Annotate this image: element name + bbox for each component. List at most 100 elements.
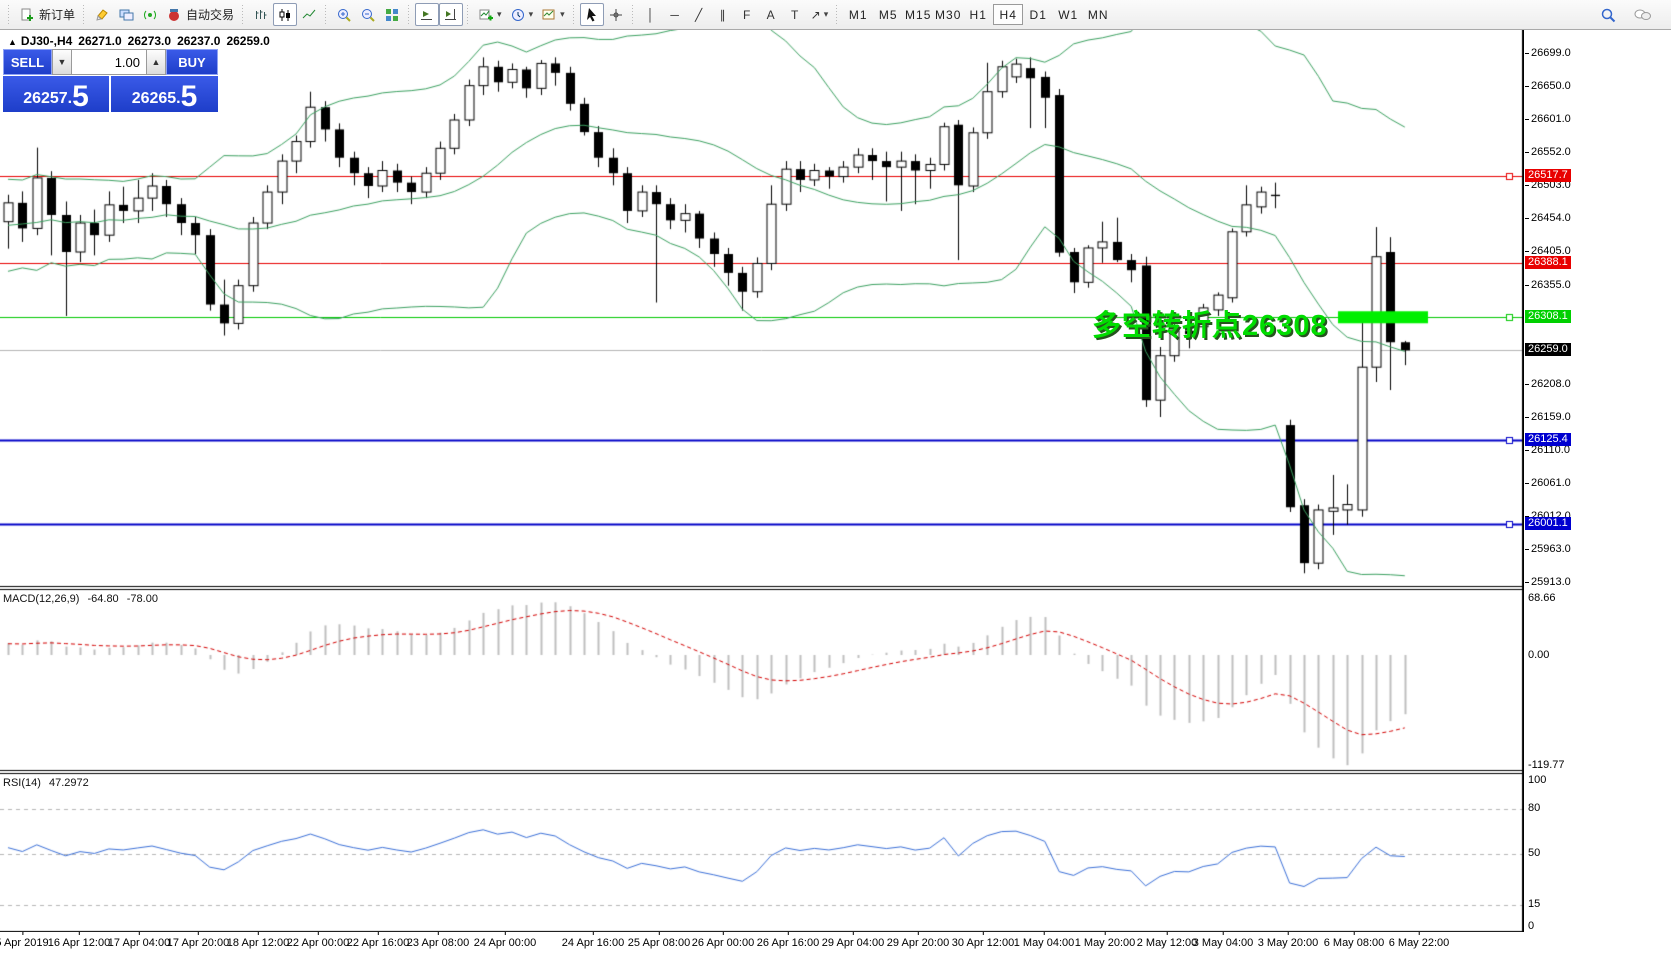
autotrading-button[interactable]: 自动交易 [162,3,238,26]
zoom-in-button[interactable] [332,3,356,26]
horizontal-line-button[interactable]: ─ [663,3,687,26]
zoom-out-button[interactable] [356,3,380,26]
periods-icon [510,7,526,23]
sell-price[interactable]: 26257. 5 [3,76,109,112]
time-axis-label: 3 May 04:00 [1192,932,1254,949]
arrows-button[interactable]: ↗ ▾ [807,3,833,26]
price-axis-tick: 25913.0 [1525,576,1571,589]
crosshair-icon [608,7,624,23]
label-icon: T [790,7,799,22]
open-value: 26271.0 [78,34,122,48]
price-axis-tick: 26601.0 [1525,113,1571,125]
chat-icon [1633,6,1653,24]
history-screens-icon[interactable] [114,3,138,26]
time-axis-label: 17 Apr 20:00 [166,932,230,949]
timeframe-m30-button[interactable]: M30 [935,7,962,22]
sell-button[interactable]: SELL [3,49,52,75]
timeframe-d1-button[interactable]: D1 [1029,7,1047,22]
price-axis-tick: 26110.0 [1525,443,1570,456]
price-axis[interactable]: 26699.0 26650.0 26601.0 26552.0 26503.0 26454… [1523,30,1671,932]
cursor-button[interactable] [579,3,604,26]
time-axis[interactable]: 5 Apr 2019 16 Apr 12:00 17 Apr 04:00 17 Apr… [0,932,1671,953]
new-order-button[interactable]: 新订单 [15,3,79,26]
time-axis-label: 24 Apr 00:00 [473,932,537,949]
toolbar-separator [323,4,329,25]
collapse-icon[interactable]: ▲ [8,37,17,47]
text-button[interactable]: A [759,3,783,26]
price-axis-tick: 26552.0 [1525,146,1571,158]
symbol-period-label: DJ30-,H4 [20,34,73,48]
price-axis-tick: 26650.0 [1525,80,1571,92]
volume-up-button[interactable]: ▲ [146,49,166,75]
volume-input[interactable] [72,49,146,75]
timeframe-m15-button[interactable]: M15 [905,7,932,22]
dropdown-caret-icon[interactable]: ▾ [560,9,565,19]
toolbar: 新订单 自动交易 ▾ ▾ ▾ │ ─ ╱ ∥ F A T ↗ ▾ M1 M5 M15 M30 H1 H4 D1 W1 MN [0,0,1671,30]
high-value: 26273.0 [127,34,172,48]
bar-chart-button[interactable] [249,3,273,26]
fibonacci-icon: F [742,7,751,22]
one-click-trading-panel: SELL ▼ ▲ BUY 26257.5 26265.5 [3,49,218,112]
timeframe-h4-button[interactable]: H4 [993,4,1024,25]
buy-price-last-digit: 5 [180,80,198,113]
new-order-button-label: 新订单 [39,8,76,22]
autotrading-icon [166,7,182,23]
time-axis-label: 3 May 20:00 [1257,932,1319,949]
toolbar-separator [465,4,471,25]
chart-window: ▲ DJ30-,H4 26271.0 26273.0 26237.0 26259.0 SE… [0,30,1671,953]
chat-button[interactable] [1629,3,1657,26]
ohlc-header: ▲ DJ30-,H4 26271.0 26273.0 26237.0 26259.0 [8,34,276,48]
indicators-button[interactable]: ▾ [474,3,506,26]
dropdown-caret-icon[interactable]: ▾ [528,9,534,19]
volume-down-button[interactable]: ▼ [52,49,72,75]
autoscroll-button[interactable] [415,3,440,26]
buy-price-main: 26265. [131,89,181,107]
search-button[interactable] [1595,3,1621,26]
dropdown-caret-icon[interactable]: ▾ [823,9,829,19]
fibonacci-button[interactable]: F [735,3,759,26]
trendline-button[interactable]: ╱ [687,3,711,26]
rsi-axis-tick: 15 [1528,897,1541,910]
buy-button[interactable]: BUY [166,49,218,75]
periods-button[interactable]: ▾ [506,3,538,26]
line-chart-button[interactable] [297,3,321,26]
timeframe-w1-button[interactable]: W1 [1058,7,1079,22]
macd-name: MACD(12,26,9) [3,593,80,605]
timeframe-mn-button[interactable]: MN [1087,7,1109,22]
buy-price[interactable]: 26265. 5 [111,76,218,112]
toolbar-separator [834,4,840,25]
label-button[interactable]: T [783,3,807,26]
indicators-icon [478,7,494,23]
tile-windows-button[interactable] [380,3,404,26]
time-axis-label: 2 May 12:00 [1136,932,1198,949]
low-value: 26237.0 [177,34,221,48]
dropdown-caret-icon[interactable]: ▾ [497,9,502,19]
macd-indicator-label: MACD(12,26,9) -64.80 -78.00 [3,593,163,605]
time-axis-label: 24 Apr 16:00 [561,932,625,949]
vertical-line-button[interactable]: │ [639,3,663,26]
time-axis-label: 17 Apr 04:00 [107,932,171,949]
time-axis-label: 16 Apr 12:00 [47,932,111,949]
marker-icon [94,7,110,23]
signals-icon[interactable] [138,3,162,26]
crosshair-button[interactable] [604,3,628,26]
chart-canvas[interactable] [0,30,1523,932]
sell-price-main: 26257. [23,89,73,107]
time-axis-label: 18 Apr 12:00 [226,932,290,949]
price-axis-tick: 26454.0 [1525,212,1571,224]
timeframe-m1-button[interactable]: M1 [848,7,868,22]
price-axis-tick: 25963.0 [1525,542,1571,555]
text-icon: A [766,7,775,22]
timeframe-h1-button[interactable]: H1 [969,7,987,22]
timeframe-m5-button[interactable]: M5 [878,7,898,22]
chart-shift-button[interactable] [439,3,464,26]
equidistant-channel-button[interactable]: ∥ [711,3,735,26]
tile-windows-icon [384,7,400,23]
time-axis-label: 22 Apr 00:00 [286,932,350,949]
templates-button[interactable]: ▾ [537,3,569,26]
price-line-label: 26308.1 [1525,310,1571,324]
marker-icon[interactable] [90,3,114,26]
zoom-out-icon [360,7,376,23]
candlestick-chart-button[interactable] [273,3,298,26]
search-icon [1599,6,1617,24]
